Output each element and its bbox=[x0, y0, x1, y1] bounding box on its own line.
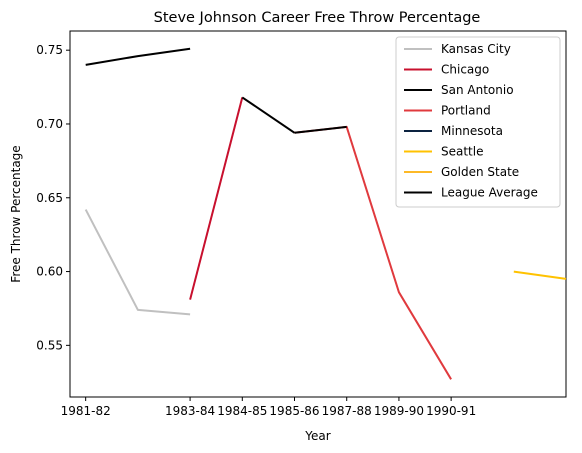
y-tick-label: 0.65 bbox=[36, 191, 63, 205]
y-tick-label: 0.60 bbox=[36, 265, 63, 279]
y-tick-label: 0.55 bbox=[36, 338, 63, 352]
legend-label: League Average bbox=[441, 186, 538, 200]
x-tick-label: 1989-90 bbox=[374, 404, 424, 418]
series-line-san-antonio bbox=[241, 96, 296, 134]
chart-title: Steve Johnson Career Free Throw Percenta… bbox=[154, 10, 481, 26]
x-axis: 1981-82 1983-84 1984-85 1985-86 1987-88 1989-… bbox=[61, 397, 476, 418]
y-axis-label: Free Throw Percentage bbox=[9, 145, 23, 282]
x-tick-label: 1987-88 bbox=[322, 404, 372, 418]
x-tick-label: 1985-86 bbox=[269, 404, 319, 418]
legend-box bbox=[395, 36, 561, 208]
series-line-chicago bbox=[189, 97, 244, 300]
series-line-league-average bbox=[85, 47, 191, 66]
legend-label: Portland bbox=[441, 104, 491, 118]
y-tick-label: 0.70 bbox=[36, 117, 63, 131]
series-line-kansas-city bbox=[84, 209, 191, 316]
legend-label: Seattle bbox=[441, 145, 483, 159]
legend-label: San Antonio bbox=[441, 83, 514, 97]
x-tick-label: 1983-84 bbox=[165, 404, 215, 418]
series-line-seattle bbox=[513, 270, 567, 280]
y-tick-label: 0.75 bbox=[36, 43, 63, 57]
series-lines bbox=[84, 47, 567, 380]
x-tick-label: 1981-82 bbox=[61, 404, 111, 418]
x-tick-label: 1990-91 bbox=[426, 404, 476, 418]
series-line-league-average bbox=[294, 125, 347, 134]
y-axis: 0.55 0.60 0.65 0.70 0.75 bbox=[36, 43, 70, 352]
x-axis-label: Year bbox=[304, 429, 330, 443]
legend-label: Chicago bbox=[441, 63, 489, 77]
legend: Kansas City Chicago San Antonio Portland Min… bbox=[395, 36, 561, 208]
legend-label: Golden State bbox=[441, 165, 519, 179]
legend-label: Kansas City bbox=[441, 42, 511, 56]
legend-label: Minnesota bbox=[441, 124, 503, 138]
x-tick-label: 1984-85 bbox=[217, 404, 267, 418]
